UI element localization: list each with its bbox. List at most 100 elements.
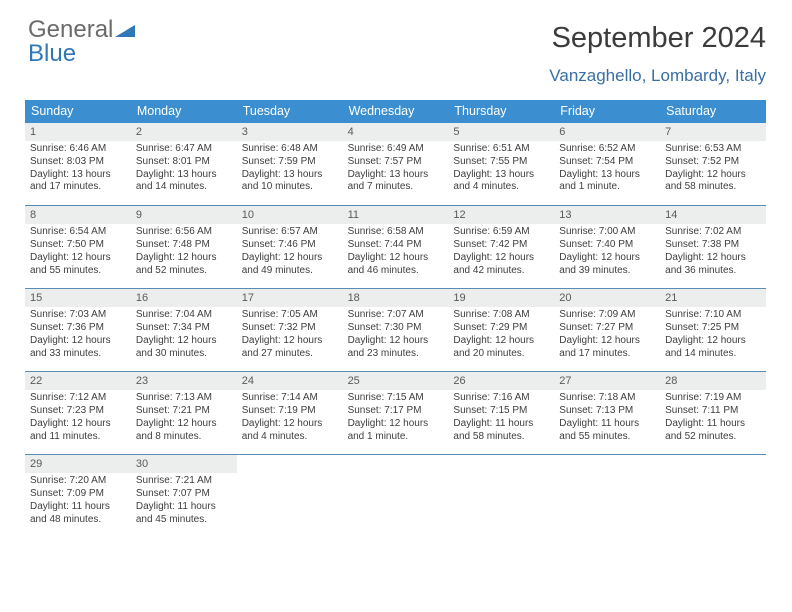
- day-number: 17: [237, 289, 343, 307]
- day-details: Sunrise: 7:21 AMSunset: 7:07 PMDaylight:…: [131, 473, 237, 537]
- calendar-cell: 12 Sunrise: 6:59 AMSunset: 7:42 PMDayligh…: [448, 206, 554, 288]
- day-number: 27: [554, 372, 660, 390]
- daylight-line-2: and 58 minutes.: [453, 431, 549, 444]
- sunset-line: Sunset: 7:21 PM: [136, 405, 232, 418]
- daylight-line-1: Daylight: 12 hours: [348, 335, 444, 348]
- daylight-line-2: and 11 minutes.: [30, 431, 126, 444]
- daylight-line-2: and 36 minutes.: [665, 265, 761, 278]
- sunrise-line: Sunrise: 6:49 AM: [348, 143, 444, 156]
- day-number: 30: [131, 455, 237, 473]
- sunset-line: Sunset: 7:13 PM: [559, 405, 655, 418]
- sunset-line: Sunset: 7:23 PM: [30, 405, 126, 418]
- day-number: 4: [343, 123, 449, 141]
- daylight-line-1: Daylight: 11 hours: [559, 418, 655, 431]
- day-details: Sunrise: 6:49 AMSunset: 7:57 PMDaylight:…: [343, 141, 449, 205]
- daylight-line-1: Daylight: 12 hours: [453, 252, 549, 265]
- calendar-cell: 11Sunrise: 6:58 AMSunset: 7:44 PMDayligh…: [343, 206, 449, 288]
- calendar-cell: 6Sunrise: 6:52 AMSunset: 7:54 PMDaylight…: [554, 123, 660, 205]
- sunset-line: Sunset: 7:50 PM: [30, 239, 126, 252]
- daylight-line-1: Daylight: 11 hours: [665, 418, 761, 431]
- daylight-line-2: and 46 minutes.: [348, 265, 444, 278]
- sunset-line: Sunset: 7:59 PM: [242, 156, 338, 169]
- daylight-line-2: and 39 minutes.: [559, 265, 655, 278]
- header-sunday: Sunday: [25, 100, 131, 123]
- logo-text-grey: General: [28, 16, 113, 43]
- logo: General Blue: [28, 18, 135, 66]
- sunrise-line: Sunrise: 6:58 AM: [348, 226, 444, 239]
- sunset-line: Sunset: 7:09 PM: [30, 488, 126, 501]
- logo-triangle-icon: [115, 18, 135, 42]
- calendar-row: 15Sunrise: 7:03 AMSunset: 7:36 PMDayligh…: [25, 289, 766, 372]
- sunrise-line: Sunrise: 7:12 AM: [30, 392, 126, 405]
- calendar-body: 1Sunrise: 6:46 AMSunset: 8:03 PMDaylight…: [25, 123, 766, 537]
- day-number: 5: [448, 123, 554, 141]
- calendar-cell: [343, 455, 449, 537]
- day-number: 12: [448, 206, 554, 224]
- day-details: Sunrise: 7:07 AMSunset: 7:30 PMDaylight:…: [343, 307, 449, 371]
- day-details: Sunrise: 7:05 AMSunset: 7:32 PMDaylight:…: [237, 307, 343, 371]
- day-details: Sunrise: 7:12 AMSunset: 7:23 PMDaylight:…: [25, 390, 131, 454]
- day-number: 8: [25, 206, 131, 224]
- calendar-cell: 15Sunrise: 7:03 AMSunset: 7:36 PMDayligh…: [25, 289, 131, 371]
- daylight-line-1: Daylight: 11 hours: [136, 501, 232, 514]
- sunset-line: Sunset: 8:01 PM: [136, 156, 232, 169]
- day-details: Sunrise: 6:46 AMSunset: 8:03 PMDaylight:…: [25, 141, 131, 205]
- daylight-line-1: Daylight: 12 hours: [242, 418, 338, 431]
- daylight-line-1: Daylight: 12 hours: [242, 335, 338, 348]
- daylight-line-2: and 8 minutes.: [136, 431, 232, 444]
- sunset-line: Sunset: 7:27 PM: [559, 322, 655, 335]
- day-number: 16: [131, 289, 237, 307]
- day-details: Sunrise: 7:10 AMSunset: 7:25 PMDaylight:…: [660, 307, 766, 371]
- day-details: Sunrise: 6:57 AMSunset: 7:46 PMDaylight:…: [237, 224, 343, 288]
- calendar-cell: 22Sunrise: 7:12 AMSunset: 7:23 PMDayligh…: [25, 372, 131, 454]
- header-thursday: Thursday: [448, 100, 554, 123]
- header-monday: Monday: [131, 100, 237, 123]
- daylight-line-2: and 1 minute.: [559, 181, 655, 194]
- daylight-line-1: Daylight: 13 hours: [559, 169, 655, 182]
- sunrise-line: Sunrise: 7:05 AM: [242, 309, 338, 322]
- day-number: 13: [554, 206, 660, 224]
- daylight-line-1: Daylight: 12 hours: [559, 252, 655, 265]
- calendar-cell: 13Sunrise: 7:00 AMSunset: 7:40 PMDayligh…: [554, 206, 660, 288]
- calendar-cell: 17Sunrise: 7:05 AMSunset: 7:32 PMDayligh…: [237, 289, 343, 371]
- daylight-line-1: Daylight: 13 hours: [242, 169, 338, 182]
- calendar-header: Sunday Monday Tuesday Wednesday Thursday…: [25, 100, 766, 123]
- daylight-line-2: and 4 minutes.: [453, 181, 549, 194]
- day-details: Sunrise: 7:18 AMSunset: 7:13 PMDaylight:…: [554, 390, 660, 454]
- daylight-line-2: and 10 minutes.: [242, 181, 338, 194]
- day-number: 15: [25, 289, 131, 307]
- daylight-line-2: and 20 minutes.: [453, 348, 549, 361]
- calendar-cell: 5Sunrise: 6:51 AMSunset: 7:55 PMDaylight…: [448, 123, 554, 205]
- calendar-cell: [448, 455, 554, 537]
- sunset-line: Sunset: 7:57 PM: [348, 156, 444, 169]
- day-number: 3: [237, 123, 343, 141]
- sunset-line: Sunset: 7:52 PM: [665, 156, 761, 169]
- daylight-line-1: Daylight: 13 hours: [348, 169, 444, 182]
- calendar-cell: 19Sunrise: 7:08 AMSunset: 7:29 PMDayligh…: [448, 289, 554, 371]
- day-details: Sunrise: 7:19 AMSunset: 7:11 PMDaylight:…: [660, 390, 766, 454]
- sunset-line: Sunset: 7:42 PM: [453, 239, 549, 252]
- calendar-cell: 10Sunrise: 6:57 AMSunset: 7:46 PMDayligh…: [237, 206, 343, 288]
- calendar-row: 1Sunrise: 6:46 AMSunset: 8:03 PMDaylight…: [25, 123, 766, 206]
- header-tuesday: Tuesday: [237, 100, 343, 123]
- daylight-line-2: and 30 minutes.: [136, 348, 232, 361]
- sunset-line: Sunset: 7:55 PM: [453, 156, 549, 169]
- header-saturday: Saturday: [660, 100, 766, 123]
- calendar-cell: 1Sunrise: 6:46 AMSunset: 8:03 PMDaylight…: [25, 123, 131, 205]
- daylight-line-2: and 14 minutes.: [665, 348, 761, 361]
- sunset-line: Sunset: 7:25 PM: [665, 322, 761, 335]
- daylight-line-1: Daylight: 11 hours: [453, 418, 549, 431]
- calendar-cell: 3Sunrise: 6:48 AMSunset: 7:59 PMDaylight…: [237, 123, 343, 205]
- sunrise-line: Sunrise: 6:56 AM: [136, 226, 232, 239]
- daylight-line-2: and 1 minute.: [348, 431, 444, 444]
- daylight-line-1: Daylight: 12 hours: [453, 335, 549, 348]
- calendar-cell: 25Sunrise: 7:15 AMSunset: 7:17 PMDayligh…: [343, 372, 449, 454]
- sunrise-line: Sunrise: 6:59 AM: [453, 226, 549, 239]
- day-details: Sunrise: 6:47 AMSunset: 8:01 PMDaylight:…: [131, 141, 237, 205]
- day-number: 25: [343, 372, 449, 390]
- calendar-cell: 26Sunrise: 7:16 AMSunset: 7:15 PMDayligh…: [448, 372, 554, 454]
- day-number: 20: [554, 289, 660, 307]
- logo-text-blue: Blue: [28, 40, 76, 67]
- calendar-cell: [554, 455, 660, 537]
- day-details: Sunrise: 6:58 AMSunset: 7:44 PMDaylight:…: [343, 224, 449, 288]
